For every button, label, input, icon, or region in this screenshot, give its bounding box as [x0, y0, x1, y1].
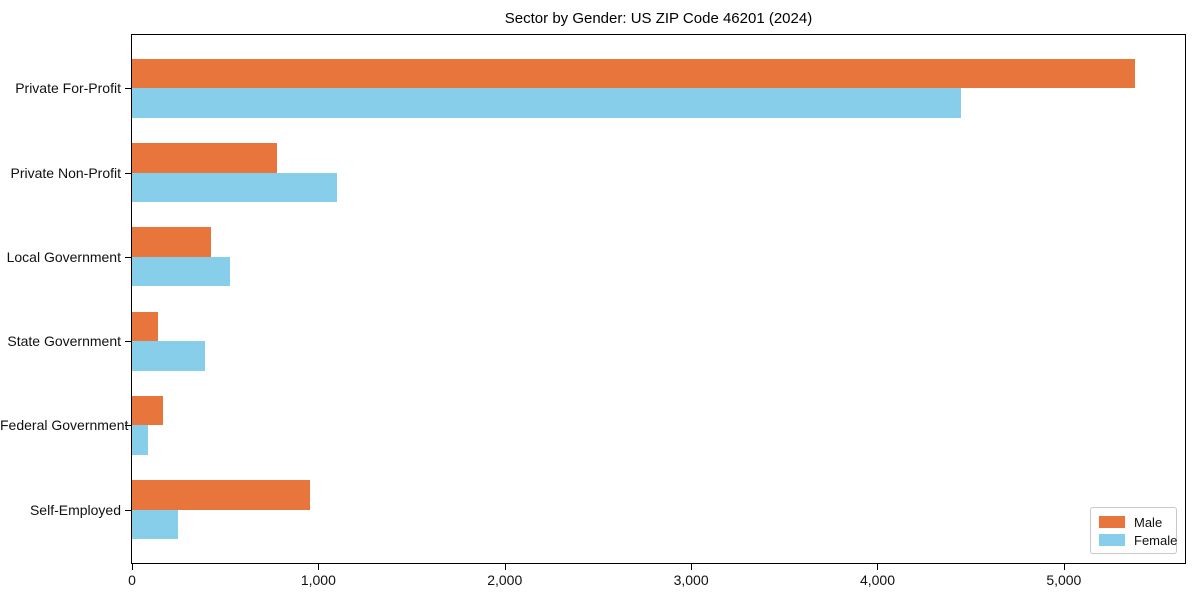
legend-swatch-male [1099, 516, 1125, 528]
x-tick-mark [877, 564, 879, 570]
legend-item-male: Male [1099, 513, 1176, 531]
y-axis-label: Private Non-Profit [10, 164, 121, 181]
x-axis-tick-label: 4,000 [859, 572, 895, 588]
y-axis-label: Local Government [6, 248, 121, 265]
x-tick-mark [132, 564, 133, 570]
x-tick-mark [504, 564, 506, 570]
plot-area [131, 34, 1186, 564]
legend-label: Female [1134, 532, 1178, 548]
bar-male-local-government [132, 227, 212, 257]
bar-female-federal-government [132, 425, 148, 455]
x-axis-tick-label: 2,000 [487, 572, 523, 588]
y-tick-mark [125, 341, 131, 343]
x-axis-tick-label: 3,000 [673, 572, 709, 588]
y-axis-label: Self-Employed [29, 501, 121, 518]
x-axis-tick-label: 0 [128, 572, 136, 588]
x-tick-mark [691, 564, 693, 570]
legend-label: Male [1134, 514, 1163, 530]
bar-male-private-for-profit [132, 59, 1135, 89]
bar-female-private-non-profit [132, 172, 337, 203]
y-tick-mark [125, 425, 131, 427]
x-axis-tick-label: 5,000 [1046, 572, 1082, 588]
y-tick-mark [125, 88, 131, 90]
y-axis-label: Private For-Profit [15, 80, 121, 97]
bar-male-self-employed [132, 480, 310, 510]
y-axis-label: Federal Government [0, 417, 129, 434]
legend: Male Female [1090, 507, 1177, 554]
bar-female-local-government [132, 256, 230, 287]
y-axis-label: State Government [7, 333, 121, 350]
bar-male-state-government [132, 311, 159, 342]
x-axis-tick-label: 1,000 [300, 572, 336, 588]
chart-title: Sector by Gender: US ZIP Code 46201 (202… [504, 10, 813, 27]
y-tick-mark [125, 172, 131, 174]
bar-female-state-government [132, 341, 205, 371]
legend-item-female: Female [1099, 531, 1178, 549]
bar-male-federal-government [132, 395, 163, 426]
legend-swatch-female [1099, 534, 1125, 546]
x-tick-mark [1063, 564, 1065, 570]
x-tick-mark [318, 564, 320, 570]
bar-female-private-for-profit [132, 88, 962, 118]
y-tick-mark [125, 509, 131, 511]
y-tick-mark [125, 256, 131, 258]
bar-male-private-non-profit [132, 143, 278, 173]
bar-female-self-employed [132, 509, 178, 539]
